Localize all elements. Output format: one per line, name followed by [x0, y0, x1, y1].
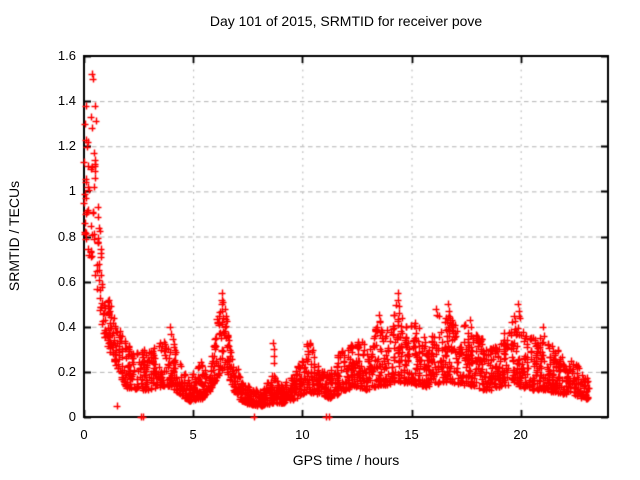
y-tick-label: 1 [68, 183, 76, 199]
y-tick-label: 1.2 [57, 138, 76, 154]
y-tick-label: 1.6 [57, 48, 76, 63]
x-tick-label: 20 [513, 427, 528, 442]
x-tick-label: 15 [404, 427, 419, 442]
x-tick-label: 0 [80, 427, 88, 442]
y-tick-label: 1.4 [57, 93, 76, 109]
x-tick-label: 10 [295, 427, 310, 442]
y-tick-label: 0.4 [57, 318, 76, 334]
y-tick-label: 0.6 [57, 273, 76, 289]
x-tick-label: 5 [189, 427, 197, 442]
y-tick-label: 0.8 [57, 228, 76, 244]
y-tick-label: 0 [68, 409, 76, 424]
y-tick-label: 0.2 [57, 363, 76, 379]
x-axis-label: GPS time / hours [292, 452, 400, 468]
chart-title: Day 101 of 2015, SRMTID for receiver pov… [209, 13, 483, 29]
